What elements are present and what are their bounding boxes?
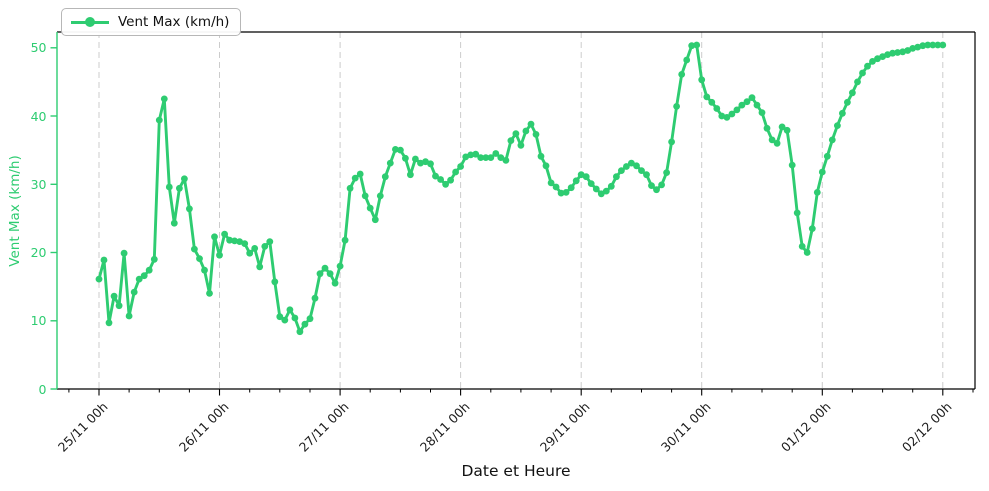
y-tick-label: 10 [30,313,47,329]
y-tick-label: 40 [30,108,47,124]
legend: Vent Max (km/h) [61,8,242,36]
legend-line-marker-icon [71,17,109,27]
vent-max-markers [95,41,947,336]
y-tick-label: 20 [30,245,47,260]
x-axis-title: Date et Heure [461,462,571,480]
legend-label: Vent Max (km/h) [118,14,230,30]
y-tick-label: 30 [30,176,47,192]
y-tick-label: 0 [38,381,47,397]
vent-max-line [97,43,945,334]
y-tick-label: 50 [30,40,47,56]
